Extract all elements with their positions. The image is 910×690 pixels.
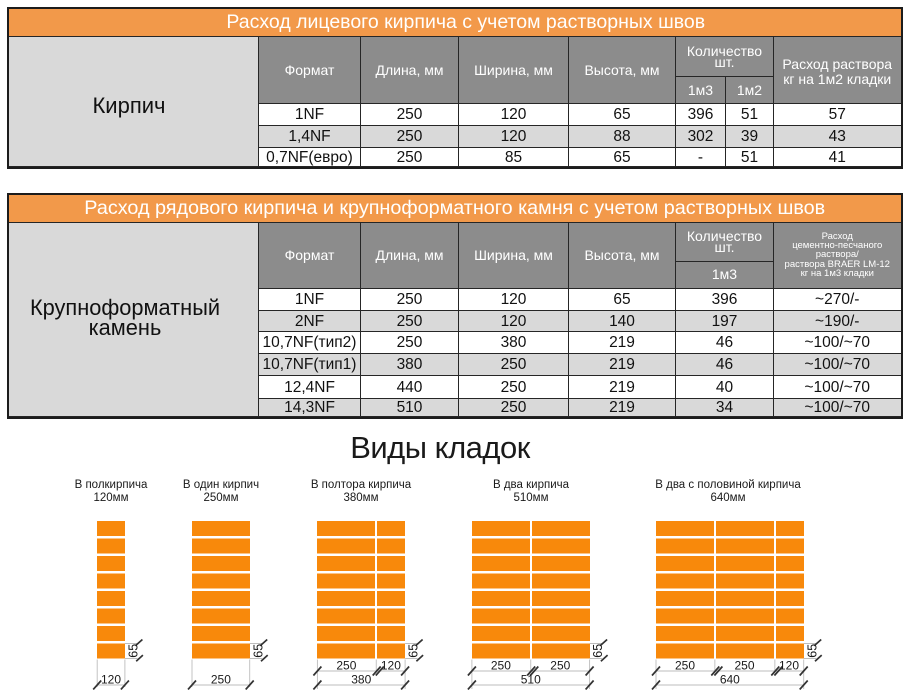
svg-text:640: 640 [720,673,740,687]
svg-text:120: 120 [101,673,121,687]
svg-text:65: 65 [591,644,605,658]
svg-text:250: 250 [550,659,570,673]
svg-text:250: 250 [734,659,754,673]
svg-text:120: 120 [779,659,799,673]
svg-text:65: 65 [805,644,819,658]
svg-text:250: 250 [491,659,511,673]
svg-text:380: 380 [351,673,371,687]
svg-text:250: 250 [211,673,231,687]
svg-text:250: 250 [675,659,695,673]
svg-text:65: 65 [251,644,265,658]
svg-text:250: 250 [336,659,356,673]
svg-text:120: 120 [381,659,401,673]
svg-text:65: 65 [127,644,141,658]
svg-text:510: 510 [521,673,541,687]
svg-text:65: 65 [407,644,421,658]
